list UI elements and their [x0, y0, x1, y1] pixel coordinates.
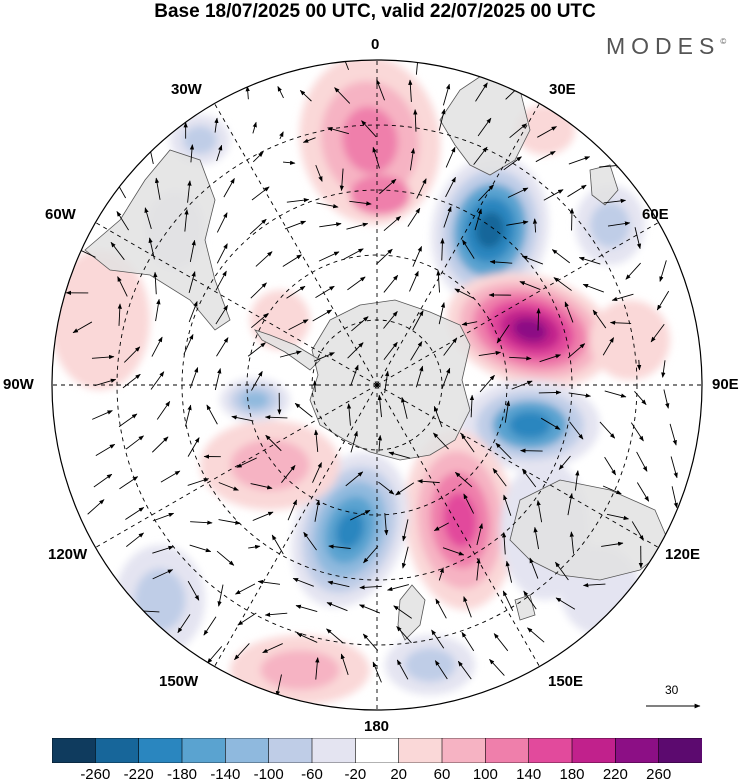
colorbar — [52, 738, 702, 763]
colorbar-swatch — [95, 738, 140, 763]
colorbar-swatch — [268, 738, 313, 763]
map-boundary — [51, 59, 703, 711]
colorbar-tick-label: 220 — [602, 766, 628, 783]
colorbar-tick-label: -20 — [344, 766, 367, 783]
lon-label-120e: 120E — [665, 546, 701, 563]
colorbar-swatch — [138, 738, 183, 763]
lon-label-120w: 120W — [48, 546, 88, 563]
colorbar-swatch — [52, 738, 97, 763]
colorbar-tick-label: -180 — [166, 766, 198, 783]
lon-label-90w: 90W — [3, 376, 34, 393]
map-title: Base 18/07/2025 00 UTC, valid 22/07/2025… — [154, 1, 596, 22]
lon-label-180: 180 — [364, 718, 390, 735]
colorbar-tick-label: 180 — [559, 766, 585, 783]
colorbar-tick-label: 20 — [390, 766, 407, 783]
colorbar-tick-label: -60 — [301, 766, 323, 783]
lon-label-150w: 150W — [159, 673, 199, 690]
lon-label-150e: 150E — [548, 673, 584, 690]
colorbar-tick-label: 60 — [433, 766, 451, 783]
anomaly-field — [52, 60, 670, 705]
colorbar-tick-label: -260 — [80, 766, 111, 783]
colorbar-swatch — [528, 738, 573, 763]
brand-logo: MODES© — [606, 33, 726, 60]
colorbar-swatch — [485, 738, 530, 763]
colorbar-swatch — [355, 738, 400, 763]
colorbar-swatch — [225, 738, 270, 763]
colorbar-tick-label: -220 — [123, 766, 154, 783]
colorbar-swatch — [658, 738, 702, 763]
colorbar-tick-label: -140 — [210, 766, 241, 783]
colorbar-tick-label: 140 — [516, 766, 542, 783]
wind-vectors — [65, 60, 678, 697]
colorbar-tick-label: 100 — [472, 766, 498, 783]
brand-name: MODES — [606, 33, 721, 59]
lon-label-60e: 60E — [642, 206, 669, 223]
colorbar-swatch — [311, 738, 357, 763]
colorbar-tick-label: -100 — [253, 766, 284, 783]
lon-label-60w: 60W — [45, 206, 76, 223]
lon-label-30w: 30W — [171, 81, 202, 98]
lon-label-90e: 90E — [712, 376, 739, 393]
colorbar-swatch — [441, 738, 487, 763]
colorbar-swatch — [398, 738, 443, 763]
colorbar-swatch — [571, 738, 617, 763]
colorbar-swatch — [181, 738, 227, 763]
copyright-mark: © — [720, 37, 727, 46]
lon-label-30e: 30E — [549, 81, 576, 98]
vector-scale-label: 30 — [665, 683, 679, 697]
colorbar-swatch — [615, 738, 660, 763]
land-masses — [84, 69, 671, 641]
colorbar-tick-label: 260 — [646, 766, 672, 783]
lon-label-0: 0 — [371, 36, 380, 53]
